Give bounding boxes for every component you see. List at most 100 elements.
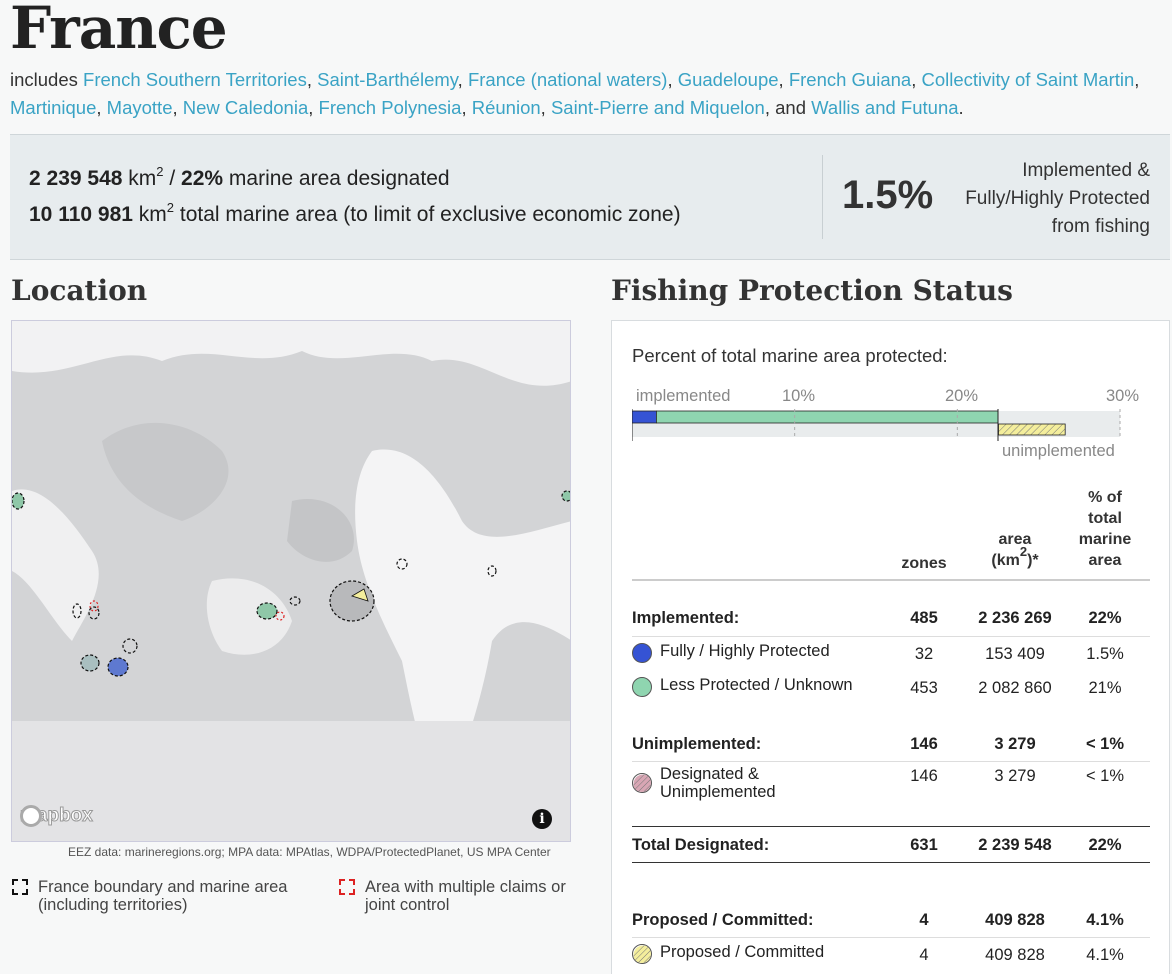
row-zones: 4 [919, 911, 929, 929]
territory-link[interactable]: Saint-Pierre and Miquelon [550, 97, 765, 118]
proposed-swatch [632, 944, 652, 964]
includes-prefix: includes [10, 69, 78, 90]
boundary-legend-label: France boundary and marine area (includi… [38, 878, 288, 914]
divider [822, 155, 823, 239]
territory-link[interactable]: Réunion [471, 97, 541, 118]
less-protected-swatch [632, 677, 652, 697]
row-label-line: Unimplemented [660, 783, 776, 801]
bar-proposed [998, 423, 1066, 436]
claims-legend-icon [339, 879, 355, 895]
designated-text: marine area designated [228, 167, 450, 190]
row-label: Proposed / Committed: [632, 911, 814, 929]
note-line: Fully/Highly Protected [965, 188, 1150, 209]
fully-protected-pct: 1.5% [842, 173, 934, 217]
row-area: 409 828 [985, 911, 1045, 929]
map-attribution: EEZ data: marineregions.org; MPA data: M… [68, 845, 551, 859]
row-area: 3 279 [994, 735, 1036, 753]
location-map[interactable]: mapbox i [11, 320, 571, 842]
mapbox-logo[interactable]: mapbox [20, 805, 93, 827]
total-text: total marine area (to limit of exclusive… [179, 203, 681, 226]
col-area-suffix: )* [1027, 552, 1039, 569]
row-zones: 485 [910, 609, 938, 627]
row-pct: < 1% [1085, 735, 1125, 753]
row-zones: 146 [910, 735, 938, 753]
designated-km2: 2 239 548 [29, 167, 123, 190]
bar-label-implemented: implemented [636, 387, 731, 405]
territory-link[interactable]: Saint-Barthélemy [317, 69, 458, 90]
boundary-legend-icon [12, 879, 28, 895]
bar-label-unimplemented: unimplemented [1002, 442, 1115, 460]
row-zones: 32 [914, 645, 934, 663]
territory-link[interactable]: French Guiana [788, 69, 912, 90]
col-area: area (km2)* [970, 529, 1060, 571]
total-area-line: 10 110 981 km2 total marine area (to lim… [29, 200, 681, 226]
territory-link[interactable]: Martinique [10, 97, 97, 118]
row-area: 3 279 [994, 767, 1036, 785]
row-label: Less Protected / Unknown [660, 676, 853, 694]
claims-legend-label: Area with multiple claims or joint contr… [365, 878, 566, 914]
row-pct: 4.1% [1086, 946, 1124, 964]
row-area: 153 409 [985, 645, 1045, 663]
row-zones: 453 [910, 679, 938, 697]
row-label: Unimplemented: [632, 735, 762, 753]
row-label-line: Designated & [660, 765, 760, 783]
row-area: 2 236 269 [978, 609, 1052, 627]
bar-tick-label: 20% [945, 387, 979, 405]
row-area: 2 082 860 [978, 679, 1052, 697]
percent-heading: Percent of total marine area protected: [632, 345, 948, 366]
row-label: Proposed / Committed [660, 943, 825, 961]
row-label: Fully / Highly Protected [660, 642, 830, 660]
row-pct: 22% [1088, 836, 1122, 854]
note-line: Implemented & [1022, 160, 1150, 181]
territory-link[interactable]: France (national waters) [467, 69, 668, 90]
fishing-heading: Fishing Protection Status [611, 274, 1013, 307]
territory-link[interactable]: New Caledonia [182, 97, 309, 118]
row-pct: 4.1% [1086, 911, 1124, 929]
row-pct: < 1% [1085, 767, 1125, 785]
territory-link[interactable]: French Southern Territories [83, 69, 307, 90]
row-label: Implemented: [632, 609, 740, 627]
map-canvas [12, 321, 570, 841]
territory-link[interactable]: Wallis and Futuna [811, 97, 959, 118]
territory-link[interactable]: French Polynesia [318, 97, 462, 118]
col-pct: % of total marine area [1066, 487, 1144, 571]
col-zones: zones [901, 555, 947, 572]
protection-bar: implemented 10% 20% 30% unimplemented [632, 387, 1142, 487]
row-label: Designated & Unimplemented [660, 765, 776, 801]
bar-tick-label: 10% [782, 387, 816, 405]
row-area: 2 239 548 [978, 836, 1052, 854]
note-line: from fishing [1051, 216, 1150, 237]
col-area-label: area [998, 531, 1032, 548]
unimplemented-swatch [632, 773, 652, 793]
page-title: France [10, 0, 228, 62]
location-heading: Location [11, 274, 148, 307]
total-km2: 10 110 981 [29, 203, 133, 226]
row-pct: 22% [1088, 609, 1122, 627]
bar-tick-label: 30% [1106, 387, 1140, 405]
col-pct-line: area [1088, 552, 1122, 569]
designated-area-line: 2 239 548 km2 / 22% marine area designat… [29, 164, 450, 190]
row-label: Total Designated: [632, 836, 770, 854]
row-zones: 4 [919, 946, 929, 964]
km-unit: km [138, 203, 167, 226]
row-zones: 631 [910, 836, 938, 854]
row-pct: 1.5% [1086, 645, 1124, 663]
fully-protected-swatch [632, 643, 652, 663]
fishing-status-panel: Percent of total marine area protected: … [611, 320, 1170, 974]
summary-panel: 2 239 548 km2 / 22% marine area designat… [10, 134, 1170, 260]
row-pct: 21% [1088, 679, 1122, 697]
territories-list: includes French Southern Territories, Sa… [10, 69, 1140, 118]
designated-pct: 22% [181, 167, 224, 190]
km-unit: km [128, 167, 157, 190]
row-zones: 146 [910, 767, 938, 785]
col-pct-line: total [1088, 510, 1122, 527]
col-pct-line: % of [1088, 489, 1122, 506]
info-icon[interactable]: i [532, 809, 552, 829]
col-pct-line: marine [1078, 531, 1132, 548]
territory-link[interactable]: Mayotte [106, 97, 173, 118]
bar-fully-protected [632, 410, 657, 424]
col-area-unit: (km [991, 552, 1020, 569]
row-area: 409 828 [985, 946, 1045, 964]
territory-link[interactable]: Guadeloupe [677, 69, 779, 90]
territory-link[interactable]: Collectivity of Saint Martin [921, 69, 1135, 90]
